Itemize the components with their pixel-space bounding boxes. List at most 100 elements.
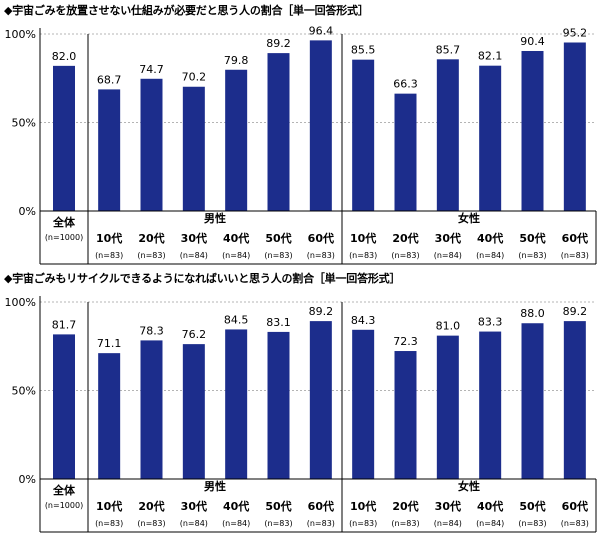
chart-1-bar [267, 53, 290, 212]
chart-2-bar [182, 344, 205, 479]
chart-1-n-label: (n=83) [307, 251, 335, 260]
chart-2-data-label: 89.2 [563, 305, 588, 318]
chart-1-y-tick-label: 50% [12, 117, 36, 130]
chart-1-n-label: (n=83) [95, 251, 123, 260]
chart-1-bar [563, 42, 586, 211]
chart-2: 0% 50% 100% 81.7 71.1 78.3 76.2 84.5 83.1 89.2 84.… [5, 296, 597, 533]
chart-2-bar [309, 321, 332, 479]
chart-2-data-label: 78.3 [139, 324, 164, 337]
chart-1-data-label: 85.7 [436, 43, 461, 56]
chart-2-data-label: 72.3 [393, 335, 418, 348]
chart-2-data-label: 76.2 [182, 328, 207, 341]
chart-2-category-label: 60代 [562, 499, 588, 513]
chart-1-category-label: 10代 [350, 231, 376, 245]
chart-1-n-label: (n=84) [434, 251, 462, 260]
chart-2-category-label: 20代 [392, 499, 418, 513]
chart-1-category-label: 40代 [477, 231, 503, 245]
chart-2-data-label: 84.5 [224, 313, 249, 326]
chart-2-group-label: 女性 [458, 479, 480, 493]
chart-1-n-label: (n=1000) [45, 233, 83, 242]
chart-2-n-label: (n=83) [95, 519, 123, 528]
chart-1-bar [309, 40, 332, 211]
chart-1-category-label: 60代 [562, 231, 588, 245]
chart-2-bar [225, 329, 248, 479]
chart-2-n-label: (n=84) [180, 519, 208, 528]
chart-1-category-label: 20代 [392, 231, 418, 245]
chart-1-n-label: (n=83) [518, 251, 546, 260]
chart-1-bar [140, 78, 163, 211]
chart-2-bar [352, 329, 375, 479]
chart-2-category-label: 10代 [96, 499, 122, 513]
chart-1-data-label: 95.2 [563, 26, 588, 39]
chart-2-category-label: 30代 [435, 499, 461, 513]
chart-1-bar [98, 89, 121, 211]
chart-1-group-label: 男性 [204, 211, 226, 225]
chart-2-y-tick-label: 50% [12, 385, 36, 398]
chart-1-data-label: 96.4 [309, 24, 334, 37]
chart-1-data-label: 82.0 [52, 50, 77, 63]
chart-2-n-label: (n=1000) [45, 501, 83, 510]
chart-2-n-label: (n=83) [264, 519, 292, 528]
chart-1-bar [53, 65, 75, 211]
chart-1-data-label: 74.7 [139, 63, 164, 76]
chart-2-category-label: 10代 [350, 499, 376, 513]
chart-2-category-label: 50代 [519, 499, 545, 513]
chart-2-n-label: (n=83) [307, 519, 335, 528]
chart-1: 0% 50% 100% 82.0 68.7 74.7 70.2 79.8 89.2 96.4 85.… [5, 24, 597, 265]
chart-1-group-label: 女性 [458, 211, 480, 225]
chart-1-data-label: 70.2 [182, 71, 207, 84]
chart-1-bar [182, 86, 205, 211]
chart-2-data-label: 71.1 [97, 337, 122, 350]
chart-1-n-label: (n=83) [264, 251, 292, 260]
chart-2-bar [98, 353, 121, 479]
chart-2-data-label: 84.3 [351, 314, 376, 327]
chart-2-data-label: 89.2 [309, 305, 334, 318]
chart-2-n-label: (n=83) [561, 519, 589, 528]
chart-1-n-label: (n=84) [476, 251, 504, 260]
chart-1-bar [521, 50, 544, 211]
chart-2-bar [53, 334, 75, 479]
chart-1-category-label: 30代 [435, 231, 461, 245]
chart-1-category-label: 20代 [138, 231, 164, 245]
chart-1-title: ◆宇宙ごみを放置させない仕組みが必要だと思う人の割合［単一回答形式］ [4, 4, 369, 17]
chart-1-n-label: (n=83) [561, 251, 589, 260]
chart-2-category-label: 30代 [181, 499, 207, 513]
chart-2-data-label: 81.0 [436, 320, 461, 333]
chart-2-bar [267, 331, 290, 479]
chart-2-bar [521, 323, 544, 479]
chart-2-title: ◆宇宙ごみもリサイクルできるようになればいいと思う人の割合［単一回答形式］ [4, 272, 401, 285]
chart-1-category-label: 40代 [223, 231, 249, 245]
chart-2-n-label: (n=83) [391, 519, 419, 528]
chart-2-bar [140, 340, 163, 479]
chart-1-category-label: 50代 [265, 231, 291, 245]
chart-2-category-label: 全体 [52, 483, 76, 497]
chart-1-bar [394, 93, 417, 211]
chart-1-category-label: 全体 [52, 215, 76, 229]
chart-2-n-label: (n=83) [518, 519, 546, 528]
chart-1-data-label: 68.7 [97, 73, 122, 86]
chart-1-category-label: 30代 [181, 231, 207, 245]
chart-1-category-label: 10代 [96, 231, 122, 245]
chart-2-data-label: 81.7 [52, 318, 77, 331]
chart-2-category-label: 40代 [477, 499, 503, 513]
chart-2-group-label: 男性 [204, 479, 226, 493]
chart-1-n-label: (n=84) [222, 251, 250, 260]
chart-2-category-label: 40代 [223, 499, 249, 513]
chart-1-bar [352, 59, 375, 211]
chart-2-data-label: 83.3 [478, 316, 503, 329]
chart-1-n-label: (n=84) [180, 251, 208, 260]
chart-2-data-label: 83.1 [266, 316, 291, 329]
chart-1-data-label: 89.2 [266, 37, 291, 50]
chart-2-bar [479, 331, 502, 479]
chart-2-bar [436, 335, 459, 479]
chart-1-data-label: 66.3 [393, 78, 418, 91]
chart-2-n-label: (n=84) [222, 519, 250, 528]
chart-2-n-label: (n=83) [137, 519, 165, 528]
chart-1-data-label: 82.1 [478, 50, 503, 63]
chart-1-data-label: 85.5 [351, 44, 376, 57]
chart-2-bar [563, 321, 586, 479]
chart-2-n-label: (n=84) [476, 519, 504, 528]
chart-1-n-label: (n=83) [349, 251, 377, 260]
chart-2-category-label: 60代 [308, 499, 334, 513]
chart-1-n-label: (n=83) [137, 251, 165, 260]
